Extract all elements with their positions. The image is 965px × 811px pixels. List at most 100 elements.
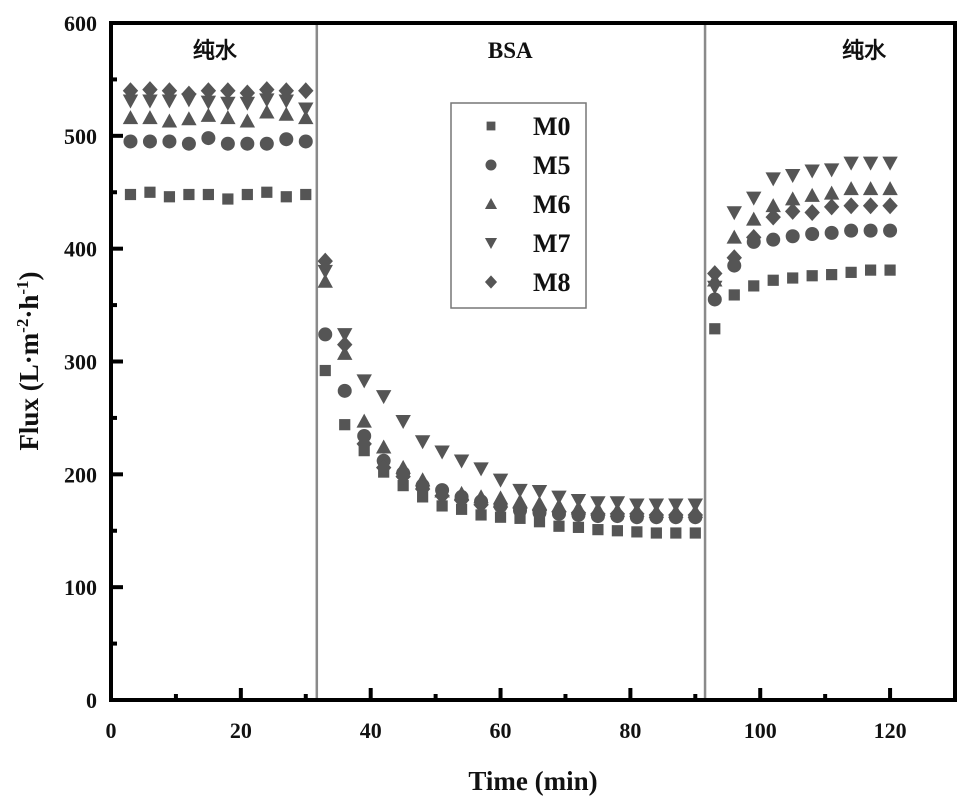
point-M6 xyxy=(473,489,489,504)
x-tick-label: 100 xyxy=(744,718,777,743)
legend-marker-M5 xyxy=(485,159,497,171)
point-M7 xyxy=(473,462,489,477)
point-M0 xyxy=(611,525,623,537)
point-M0 xyxy=(124,188,137,201)
point-M6 xyxy=(317,273,333,288)
point-M7 xyxy=(414,435,431,450)
point-M5 xyxy=(123,134,138,149)
point-M8 xyxy=(161,82,178,100)
point-M8 xyxy=(726,249,742,267)
point-M6 xyxy=(395,459,411,474)
point-M0 xyxy=(494,511,507,523)
point-M5 xyxy=(318,327,333,342)
point-M7 xyxy=(259,93,275,108)
point-M7 xyxy=(317,264,333,279)
point-M7 xyxy=(843,156,859,171)
point-M8 xyxy=(220,82,236,100)
phase-labels: 纯水 BSA 纯水 xyxy=(193,38,887,64)
legend-item-M6: M6 xyxy=(484,190,571,219)
point-M8 xyxy=(453,491,470,509)
point-M0 xyxy=(553,520,565,532)
point-M7 xyxy=(375,390,392,405)
y-tick-label: 400 xyxy=(64,237,97,262)
point-M5 xyxy=(240,136,255,151)
point-M0 xyxy=(650,527,662,539)
point-M8 xyxy=(629,505,645,523)
phase-label-2: 纯水 xyxy=(842,38,887,64)
point-M8 xyxy=(687,506,704,524)
point-M6 xyxy=(200,107,217,122)
legend-label-M8: M8 xyxy=(533,268,571,297)
point-M7 xyxy=(551,490,567,505)
point-M5 xyxy=(883,223,898,238)
legend-box xyxy=(450,102,587,309)
point-M6 xyxy=(765,198,781,213)
point-M6 xyxy=(298,110,314,125)
point-M7 xyxy=(648,498,665,513)
point-M0 xyxy=(572,521,585,533)
point-M0 xyxy=(592,524,604,536)
point-M8 xyxy=(512,499,528,517)
point-M8 xyxy=(298,82,314,100)
y-tick-label: 600 xyxy=(64,11,97,36)
point-M7 xyxy=(512,483,528,498)
legend-item-M0: M0 xyxy=(486,112,571,141)
point-M6 xyxy=(356,413,372,428)
x-tick-label: 0 xyxy=(106,718,117,743)
point-M8 xyxy=(317,252,333,270)
legend-items: M0 M5 M6 M7 M8 xyxy=(484,112,571,297)
y-tick-label: 500 xyxy=(64,124,97,149)
point-M5 xyxy=(337,383,352,398)
point-M8 xyxy=(473,496,489,514)
point-M7 xyxy=(278,94,294,109)
point-M7 xyxy=(356,374,372,389)
point-M8 xyxy=(395,468,411,485)
legend-label-M6: M6 xyxy=(533,190,571,219)
point-M7 xyxy=(823,163,840,178)
point-M8 xyxy=(843,197,859,215)
point-M0 xyxy=(748,280,760,292)
point-M6 xyxy=(375,439,392,454)
point-M0 xyxy=(144,186,156,198)
phase-label-0: 纯水 xyxy=(193,38,238,64)
x-tick-label: 60 xyxy=(490,718,512,743)
point-M6 xyxy=(862,181,879,196)
point-M6 xyxy=(239,113,256,128)
x-tick-label: 20 xyxy=(230,718,252,743)
point-M5 xyxy=(805,226,820,241)
point-M0 xyxy=(514,512,526,524)
point-M8 xyxy=(707,265,723,282)
point-M0 xyxy=(222,193,234,205)
point-M7 xyxy=(200,95,217,110)
point-M0 xyxy=(884,264,896,276)
point-M0 xyxy=(826,269,838,281)
point-M6 xyxy=(220,110,236,125)
point-M6 xyxy=(784,191,801,206)
x-tick-label: 80 xyxy=(619,718,641,743)
legend-item-M5: M5 xyxy=(485,151,571,180)
point-M6 xyxy=(882,181,898,196)
point-M7 xyxy=(590,496,606,511)
point-M7 xyxy=(784,169,801,184)
y-axis-title-base: Flux (L·m xyxy=(14,332,44,450)
y-axis-title: Flux (L·m-2·h-1) xyxy=(13,271,44,450)
legend-marker-M6 xyxy=(484,197,498,209)
point-M0 xyxy=(319,364,331,377)
point-M6 xyxy=(122,110,139,125)
point-M0 xyxy=(436,500,448,512)
point-M6 xyxy=(181,111,197,126)
legend-item-M7: M7 xyxy=(484,229,571,258)
legend-item-M8: M8 xyxy=(484,268,571,297)
point-M6 xyxy=(746,211,762,226)
point-M0 xyxy=(261,186,273,198)
point-M0 xyxy=(631,526,643,538)
point-M6 xyxy=(259,104,275,119)
point-M8 xyxy=(181,85,197,103)
point-M7 xyxy=(882,156,898,171)
point-M5 xyxy=(201,131,216,146)
point-M8 xyxy=(414,480,431,498)
point-M7 xyxy=(862,156,879,171)
legend-label-M0: M0 xyxy=(533,112,571,141)
point-M7 xyxy=(298,102,314,117)
